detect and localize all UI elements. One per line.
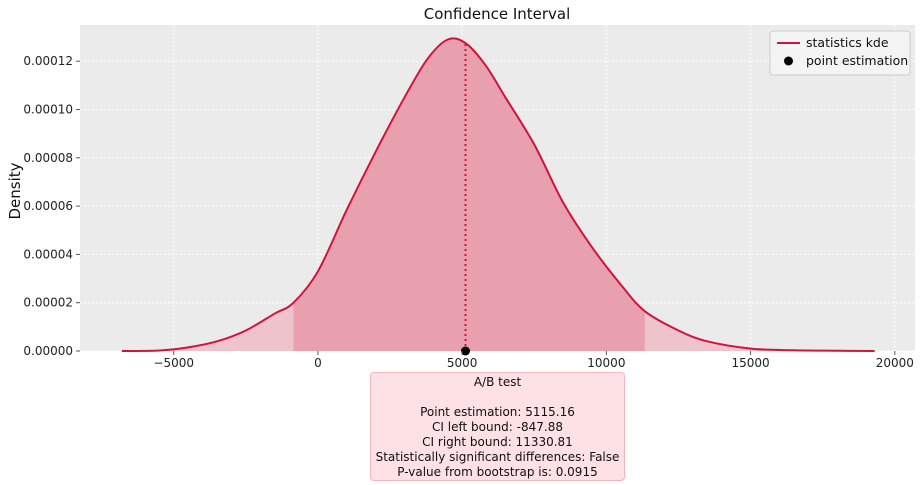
y-axis-ticks: 0.00000 0.00002 0.00004 0.00006 0.00008 0.000…: [23, 54, 80, 358]
legend-kde-label: statistics kde: [806, 35, 889, 50]
summary-ci-right: CI right bound: 11330.81: [422, 435, 573, 449]
kde-curve: [121, 37, 875, 352]
x-tick-label: 10000: [587, 356, 625, 370]
y-tick-label: 0.00012: [23, 54, 73, 68]
y-tick-label: 0.00008: [23, 151, 73, 165]
x-tick-label: −5000: [153, 356, 194, 370]
summary-point-estimation: Point estimation: 5115.16: [420, 405, 575, 419]
y-axis-title: Density: [6, 162, 24, 219]
x-tick-label: 20000: [876, 356, 914, 370]
summary-heading: A/B test: [473, 375, 522, 389]
legend-point-swatch: [784, 56, 793, 66]
summary-ci-left: CI left bound: -847.88: [432, 420, 563, 434]
confidence-interval-fill: [293, 38, 645, 352]
summary-p-value: P-value from bootstrap is: 0.0915: [397, 465, 598, 479]
x-axis-ticks: −5000 0 5000 10000 15000 20000: [153, 351, 914, 370]
y-tick-label: 0.00010: [23, 103, 73, 117]
legend-box: [769, 30, 911, 76]
x-tick-label: 5000: [447, 356, 478, 370]
x-tick-label: 0: [314, 356, 322, 370]
point-estimate-marker: [460, 346, 470, 356]
x-tick-label: 15000: [732, 356, 770, 370]
y-tick-label: 0.00006: [23, 199, 73, 213]
chart-title: Confidence Interval: [424, 5, 571, 23]
summary-spacer: [371, 390, 624, 405]
ab-test-summary-box: A/B test Point estimation: 5115.16 CI le…: [370, 372, 625, 481]
y-tick-label: 0.00000: [23, 344, 73, 358]
y-tick-label: 0.00004: [23, 247, 73, 261]
legend: statistics kde point estimation: [769, 30, 911, 76]
legend-point-label: point estimation: [806, 53, 908, 68]
y-tick-label: 0.00002: [23, 296, 73, 310]
summary-significance: Statistically significant differences: F…: [375, 450, 620, 464]
